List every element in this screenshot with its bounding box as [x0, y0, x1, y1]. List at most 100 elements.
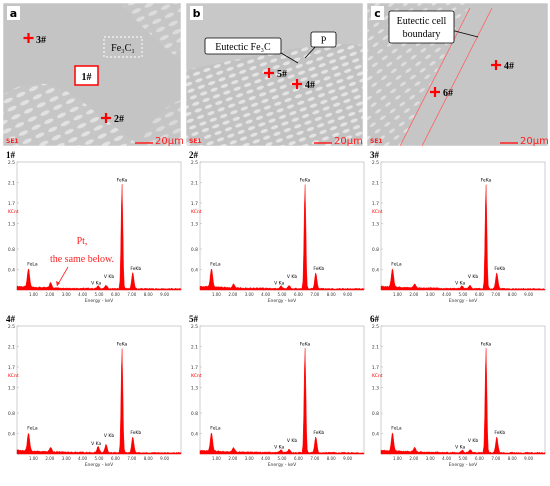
x-tick-label: 9.00 [524, 292, 533, 297]
y-tick-label: 2.1 [372, 344, 379, 350]
point-marker-2a [101, 113, 111, 123]
plot-frame [199, 325, 365, 455]
y-axis-label: KCnt [372, 373, 383, 379]
sem-panel-a: a Fe₃C₁ 3# 1# 2# SE1 20μm [2, 2, 184, 147]
peak-label: V Ka [455, 444, 465, 450]
pt-annotation: Pt, the same below. [50, 236, 114, 287]
x-tick-label: 2.00 [228, 292, 237, 297]
x-tick-label: 5.00 [278, 292, 287, 297]
spectrum-area [199, 348, 365, 455]
x-tick-label: 7.00 [310, 292, 319, 297]
x-axis-label: Energy - keV [449, 462, 478, 468]
point-box-1 [74, 65, 99, 86]
x-tick-label: 9.00 [524, 456, 533, 461]
y-tick-label: 0.4 [8, 268, 15, 274]
y-axis-label: KCnt [372, 209, 383, 215]
x-tick-label: 1.00 [29, 456, 38, 461]
spectrum-title: 6# [370, 314, 380, 324]
pt-annotation-line1: Pt, [77, 236, 88, 247]
x-tick-label: 7.00 [127, 292, 136, 297]
point-label-1: 1# [82, 72, 92, 83]
y-tick-label: 1.7 [191, 365, 198, 371]
point-label-4c: 4# [504, 61, 514, 72]
spectrum-chart-2: 2#2.5 2.1 1.7 1.3 0.8 0.4 KCnt 1.00 2.00 3.00 4.00… [189, 150, 365, 304]
peak-label: FeKa [117, 342, 128, 348]
y-tick-label: 0.4 [372, 432, 379, 438]
pt-annotation-line2: the same below. [50, 254, 114, 265]
peak-label: FeLa [391, 262, 402, 268]
spectrum-chart-5: 5#2.5 2.1 1.7 1.3 0.8 0.4 KCnt 1.00 2.00 3.00 4.00… [189, 314, 365, 468]
peak-label: V Kb [104, 433, 114, 439]
y-tick-label: 2.1 [191, 180, 198, 186]
peak-label: FeKb [313, 266, 324, 272]
spectrum-title: 2# [189, 150, 199, 160]
x-tick-label: 3.00 [245, 292, 254, 297]
spectrum-area [380, 348, 546, 455]
y-tick-label: 1.7 [191, 201, 198, 207]
scale-label-c: 20μm [520, 136, 549, 147]
x-tick-label: 6.00 [111, 292, 120, 297]
y-tick-label: 0.8 [372, 247, 379, 253]
x-tick-label: 9.00 [343, 456, 352, 461]
spectrum-area [199, 184, 365, 291]
point-label-3a: 3# [36, 35, 46, 46]
spectrum-title: 5# [189, 314, 199, 324]
y-tick-label: 2.5 [372, 160, 379, 166]
x-tick-label: 2.00 [409, 292, 418, 297]
peak-label: FeLa [391, 426, 402, 432]
peak-label: FeLa [210, 426, 221, 432]
point-label-4b: 4# [305, 80, 315, 91]
y-tick-label: 1.3 [8, 221, 15, 227]
panel-label-b: b [193, 7, 201, 20]
point-label-6c: 6# [443, 88, 453, 99]
spectrum-area [16, 348, 182, 455]
x-tick-label: 1.00 [393, 292, 402, 297]
se-label-a: SE1 [6, 138, 19, 145]
y-tick-label: 0.4 [191, 268, 198, 274]
y-tick-label: 1.7 [372, 201, 379, 207]
y-tick-label: 1.3 [8, 385, 15, 391]
panel-label-box-a [7, 6, 20, 20]
y-tick-label: 2.5 [191, 160, 198, 166]
x-axis-label: Energy - keV [268, 298, 297, 304]
point-label-2a: 2# [114, 114, 124, 125]
peak-label: FeKa [481, 178, 492, 184]
x-tick-label: 8.00 [144, 456, 153, 461]
se-label-b: SE1 [189, 138, 202, 145]
plot-frame [199, 161, 365, 291]
x-tick-label: 6.00 [294, 456, 303, 461]
x-tick-label: 5.00 [95, 292, 104, 297]
y-tick-label: 0.4 [191, 432, 198, 438]
y-tick-label: 1.7 [372, 365, 379, 371]
phase-label: Fe₃C₁ [111, 43, 135, 54]
y-axis-label: KCnt [191, 373, 202, 379]
x-tick-label: 4.00 [261, 456, 270, 461]
x-tick-label: 5.00 [459, 456, 468, 461]
y-tick-label: 2.5 [191, 324, 198, 330]
y-tick-label: 1.3 [372, 385, 379, 391]
peak-label: FeKb [494, 266, 505, 272]
y-tick-label: 0.8 [191, 247, 198, 253]
peak-label: FeKb [130, 430, 141, 436]
plot-frame [16, 161, 182, 291]
spectrum-chart-6: 6#2.5 2.1 1.7 1.3 0.8 0.4 KCnt 1.00 2.00 3.00 4.00… [370, 314, 546, 468]
x-tick-label: 4.00 [261, 292, 270, 297]
x-tick-label: 7.00 [491, 456, 500, 461]
peak-label: FeLa [27, 262, 38, 268]
spectrum-chart-3: 3#2.5 2.1 1.7 1.3 0.8 0.4 KCnt 1.00 2.00 3.00 4.00… [370, 150, 546, 304]
spectrum-title: 3# [370, 150, 380, 160]
x-tick-label: 3.00 [62, 292, 71, 297]
x-tick-label: 6.00 [111, 456, 120, 461]
callout-box-eutectic [204, 37, 282, 55]
point-marker-4b [292, 79, 302, 89]
y-tick-label: 1.3 [191, 385, 198, 391]
x-tick-label: 8.00 [327, 292, 336, 297]
point-marker-3a [23, 33, 34, 43]
x-tick-label: 2.00 [45, 456, 54, 461]
y-tick-label: 0.4 [8, 432, 15, 438]
peak-label: V Ka [274, 280, 284, 286]
spectrum-chart-1: 1#2.5 2.1 1.7 1.3 0.8 0.4 KCnt 1.00 2.00 3.00 4.00… [6, 150, 182, 304]
callout-boundary-line2: boundary [403, 29, 441, 40]
